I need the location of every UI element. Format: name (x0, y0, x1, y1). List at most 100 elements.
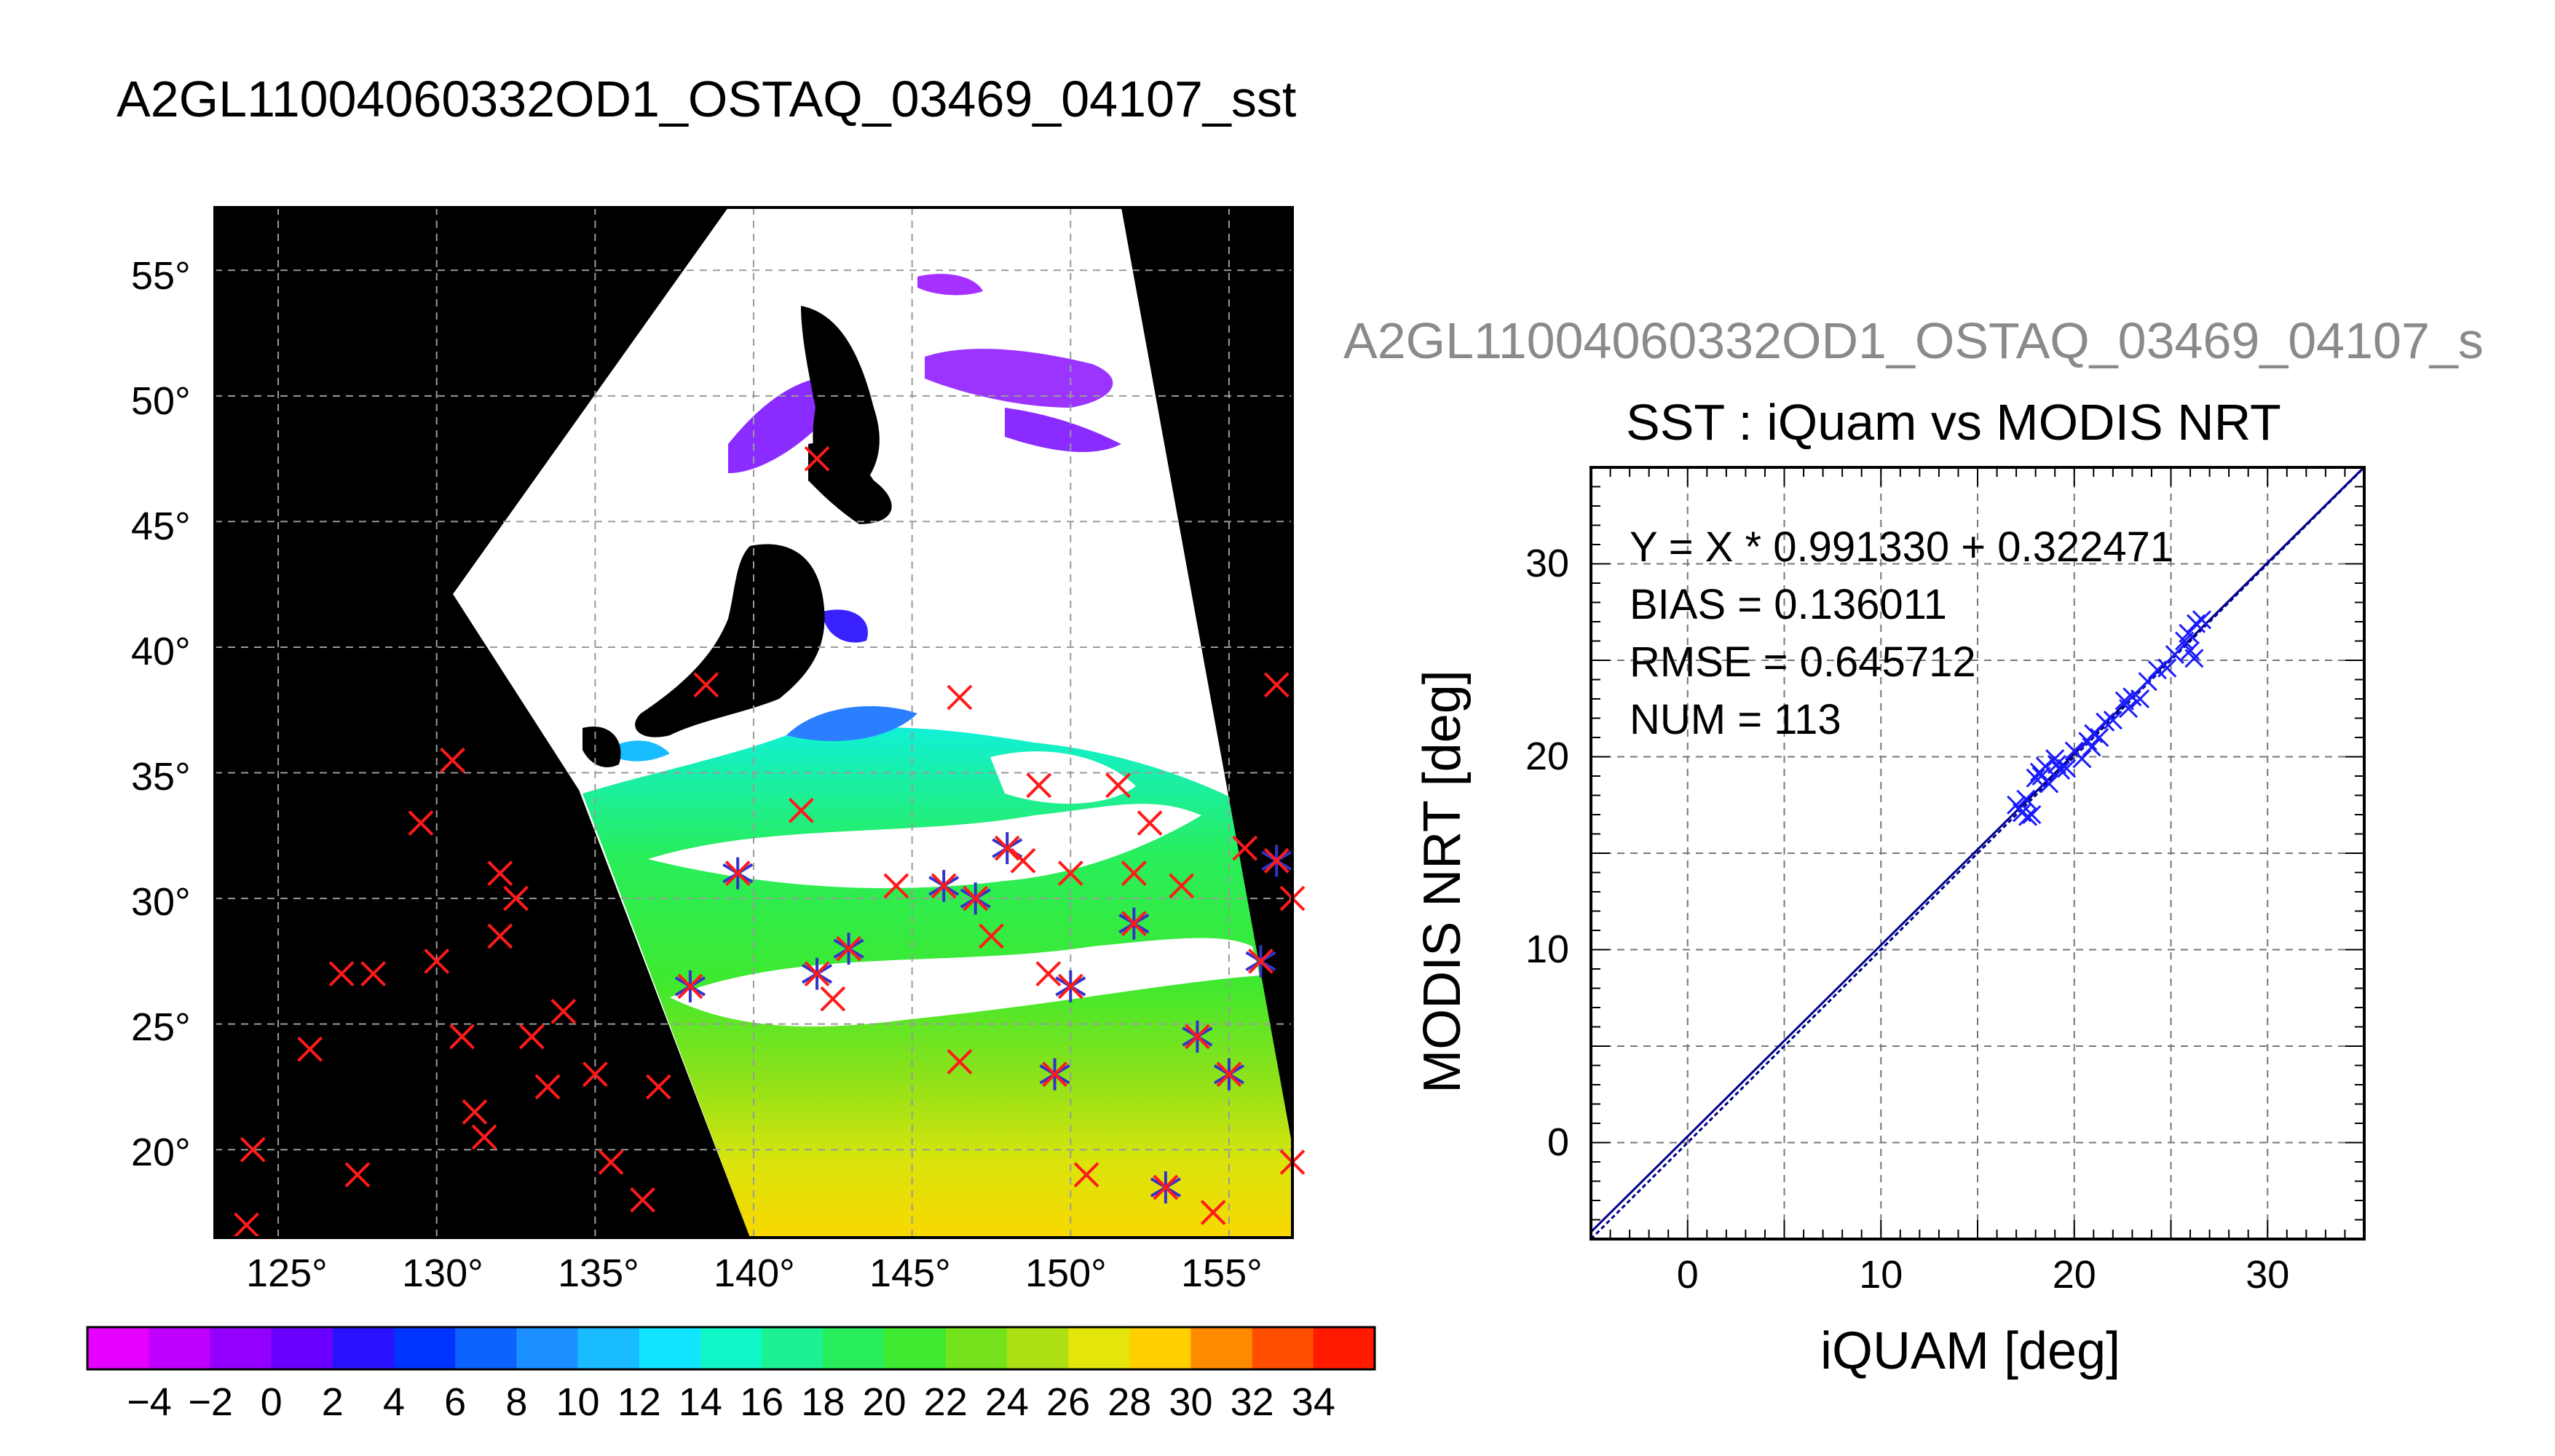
iquam-marker (994, 835, 1020, 861)
scatter-x-tick-label: 0 (1676, 1253, 1699, 1297)
colorbar-label: 18 (801, 1380, 845, 1424)
match-point (328, 961, 355, 987)
stat-equation: Y = X * 0.991330 + 0.322471 (1630, 523, 2174, 571)
cloud-band-3 (990, 751, 1136, 804)
iquam-marker (963, 885, 989, 911)
match-point (883, 873, 909, 899)
match-point (1261, 844, 1292, 877)
page-title: A2GL11004060332OD1_OSTAQ_03469_04107_sst (117, 71, 1297, 127)
lat-tick: 45° (131, 505, 191, 548)
scatter-y-label: MODIS NRT [deg] (1413, 670, 1472, 1093)
match-point (630, 1187, 656, 1213)
land-kyushu (583, 727, 621, 767)
match-point (582, 1061, 608, 1088)
match-point (344, 1162, 371, 1188)
colorbar-label: −2 (188, 1380, 233, 1424)
colorbar-label: 10 (556, 1380, 600, 1424)
match-point (408, 810, 434, 836)
kuroshio-strip (786, 706, 917, 742)
lon-tick: 140° (714, 1251, 795, 1295)
colorbar-label: 0 (260, 1380, 283, 1424)
match-point (788, 797, 814, 823)
colorbar-label: 6 (444, 1380, 467, 1424)
colorbar-label: 12 (617, 1380, 661, 1424)
match-point (471, 1124, 497, 1150)
match-point (979, 923, 1004, 949)
lon-tick: 135° (558, 1251, 639, 1295)
land-asia (215, 207, 728, 594)
cold-patch-3 (917, 274, 983, 296)
scatter-x-tick-label: 20 (2052, 1253, 2096, 1297)
cold-patch-4 (1005, 408, 1121, 452)
lat-tick: 55° (131, 254, 191, 298)
colorbar-label: 34 (1291, 1380, 1335, 1424)
colorbar-label: 14 (678, 1380, 722, 1424)
match-point (928, 869, 960, 902)
match-point (645, 1074, 671, 1100)
match-point (360, 961, 387, 987)
cold-patch-5 (823, 609, 868, 643)
iquam-marker (1057, 973, 1083, 1000)
map-frame (213, 206, 1294, 1239)
colorbar-label: 16 (740, 1380, 784, 1424)
match-point (693, 672, 719, 698)
match-point (1035, 961, 1062, 987)
scatter-y-tick-label: 20 (1525, 734, 1570, 778)
scatter-title: SST : iQuam vs MODIS NRT (1626, 394, 2281, 451)
scatter-x-tick-label: 30 (2246, 1253, 2290, 1297)
match-point (1200, 1200, 1226, 1225)
match-point (487, 923, 513, 949)
colorbar-label: 28 (1107, 1380, 1152, 1424)
match-point (947, 1049, 973, 1075)
match-point (234, 1212, 259, 1238)
colorbar-label: 32 (1230, 1380, 1274, 1424)
colorbar-label: −4 (127, 1380, 172, 1424)
match-point (1073, 1162, 1099, 1188)
colorbar-label: 20 (862, 1380, 907, 1424)
match-point (802, 957, 833, 990)
lat-tick: 35° (131, 755, 191, 799)
iquam-marker (1263, 847, 1290, 874)
match-point (534, 1074, 561, 1100)
match-point (240, 1136, 266, 1163)
lat-tick: 30° (131, 880, 191, 924)
match-point (1213, 1058, 1244, 1091)
match-point (1169, 873, 1195, 899)
scatter-x-tick-label: 10 (1859, 1253, 1903, 1297)
colorbar-label: 4 (382, 1380, 405, 1424)
match-markers (234, 446, 1306, 1238)
scatter-y-tick-label: 0 (1547, 1120, 1570, 1164)
match-point (1182, 1020, 1213, 1053)
iquam-marker (1184, 1024, 1210, 1050)
map-grid (215, 207, 1292, 1238)
iquam-marker (836, 935, 862, 962)
match-point (598, 1150, 624, 1175)
land-honshu (635, 544, 825, 737)
no-data-west (215, 790, 750, 1238)
lat-tick: 40° (131, 630, 191, 673)
colorbar-label: 8 (505, 1380, 528, 1424)
iquam-marker (677, 973, 703, 1000)
match-point (518, 1024, 545, 1050)
lat-tick: 25° (131, 1005, 191, 1049)
match-point (1039, 1058, 1070, 1091)
lon-tick: 125° (246, 1251, 328, 1295)
lon-tick: 155° (1181, 1251, 1263, 1295)
match-point (1121, 860, 1147, 886)
match-point (960, 882, 991, 915)
cloud-band-2 (670, 938, 1260, 1026)
match-point (674, 970, 706, 1002)
iquam-marker (724, 860, 751, 886)
scatter-x-label: iQUAM [deg] (1820, 1322, 2121, 1380)
match-point (1057, 860, 1083, 886)
iquam-marker (1216, 1061, 1242, 1088)
cyan-patch (604, 740, 670, 761)
lon-tick: 130° (402, 1251, 483, 1295)
iquam-marker (1153, 1174, 1179, 1200)
colorbar-label: 22 (923, 1380, 968, 1424)
colorbar-label: 2 (321, 1380, 344, 1424)
lon-tick: 150° (1025, 1251, 1107, 1295)
iquam-marker (804, 961, 830, 987)
match-point (1010, 847, 1036, 874)
match-point (1026, 772, 1052, 799)
